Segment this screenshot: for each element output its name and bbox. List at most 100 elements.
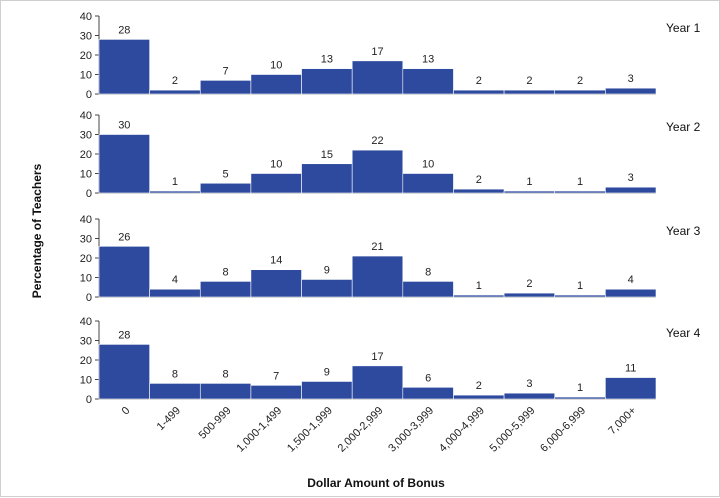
x-tick-label: 6,000-6,999 [538, 405, 588, 455]
panel-label: Year 2 [666, 120, 701, 134]
data-label: 2 [476, 174, 482, 186]
data-label: 8 [172, 368, 178, 380]
x-tick-label: 7,000+ [606, 405, 638, 437]
panel-label: Year 4 [666, 326, 701, 340]
bar [149, 288, 201, 298]
data-label: 13 [321, 54, 333, 66]
data-label: 5 [223, 168, 229, 180]
data-label: 15 [321, 149, 333, 161]
data-label: 2 [526, 75, 532, 87]
bar [98, 344, 150, 400]
bar [351, 149, 404, 194]
x-tick-label: 1,000-1,499 [234, 405, 284, 455]
bar [453, 394, 505, 400]
bar [605, 87, 657, 95]
data-label: 2 [172, 75, 178, 87]
data-label: 1 [526, 176, 532, 188]
bar [199, 281, 252, 298]
bar [199, 80, 252, 95]
bar [503, 190, 556, 194]
bar [503, 292, 556, 298]
x-tick-label: 4,000-4,999 [437, 405, 487, 455]
panel-label: Year 1 [666, 21, 701, 35]
y-tick-label: 10 [80, 169, 92, 181]
bar [149, 190, 201, 194]
y-tick-label: 20 [80, 50, 92, 62]
data-label: 9 [324, 366, 330, 378]
data-label: 17 [371, 46, 383, 58]
data-label: 2 [476, 75, 482, 87]
bar [351, 255, 404, 298]
data-label: 7 [223, 65, 229, 77]
y-tick-label: 10 [80, 375, 92, 387]
data-label: 2 [526, 278, 532, 290]
y-tick-label: 0 [86, 188, 92, 200]
bar [351, 60, 404, 95]
bar [250, 173, 302, 194]
x-tick-label: 1,500-1,999 [285, 405, 335, 455]
data-label: 9 [324, 264, 330, 276]
bar [554, 294, 606, 298]
data-label: 3 [628, 73, 634, 85]
panel-label: Year 3 [666, 224, 701, 238]
y-tick-label: 40 [80, 110, 92, 122]
bar [149, 383, 201, 400]
y-tick-label: 0 [86, 292, 92, 304]
y-tick-label: 20 [80, 355, 92, 367]
data-label: 1 [172, 176, 178, 188]
y-tick-label: 30 [80, 31, 92, 43]
data-label: 2 [577, 75, 583, 87]
y-tick-label: 40 [80, 214, 92, 226]
y-tick-label: 10 [80, 273, 92, 285]
bar [301, 68, 353, 95]
bar [605, 377, 657, 400]
bar [149, 89, 201, 95]
bar [199, 182, 252, 194]
x-axis-title: Dollar Amount of Bonus [307, 476, 445, 490]
data-label: 26 [118, 231, 130, 243]
bar [554, 396, 606, 400]
bar [554, 89, 606, 95]
bar [301, 163, 353, 194]
y-axis-title: Percentage of Teachers [30, 163, 44, 298]
bar [402, 173, 454, 194]
bar [554, 190, 606, 194]
bar [453, 89, 505, 95]
data-label: 11 [625, 363, 636, 375]
data-label: 4 [628, 274, 634, 286]
y-tick-label: 10 [80, 70, 92, 82]
bar [199, 383, 252, 400]
data-label: 4 [172, 274, 178, 286]
data-label: 21 [371, 241, 383, 253]
bar [605, 186, 657, 194]
data-label: 22 [371, 135, 383, 147]
y-tick-label: 20 [80, 149, 92, 161]
data-label: 30 [118, 120, 130, 132]
data-label: 8 [425, 266, 431, 278]
data-label: 2 [476, 380, 482, 392]
y-tick-label: 30 [80, 336, 92, 348]
y-tick-label: 0 [86, 394, 92, 406]
data-label: 3 [628, 172, 634, 184]
bar [402, 281, 454, 298]
x-tick-label: 500-999 [197, 405, 234, 442]
data-label: 10 [270, 159, 282, 171]
bar [250, 74, 302, 95]
data-label: 1 [577, 280, 583, 292]
data-label: 17 [371, 351, 383, 363]
y-tick-label: 40 [80, 316, 92, 328]
x-tick-label: 0 [120, 405, 133, 418]
data-label: 10 [270, 60, 282, 72]
data-label: 28 [118, 329, 130, 341]
y-tick-label: 20 [80, 253, 92, 265]
y-tick-label: 40 [80, 11, 92, 23]
data-label: 1 [577, 176, 583, 188]
x-tick-label: 3,000-3,999 [386, 405, 436, 455]
x-tick-label: 1-499 [155, 405, 183, 433]
bar [351, 365, 404, 400]
x-tick-label: 2,000-2,999 [336, 405, 386, 455]
data-label: 8 [223, 368, 229, 380]
bar [402, 386, 454, 400]
